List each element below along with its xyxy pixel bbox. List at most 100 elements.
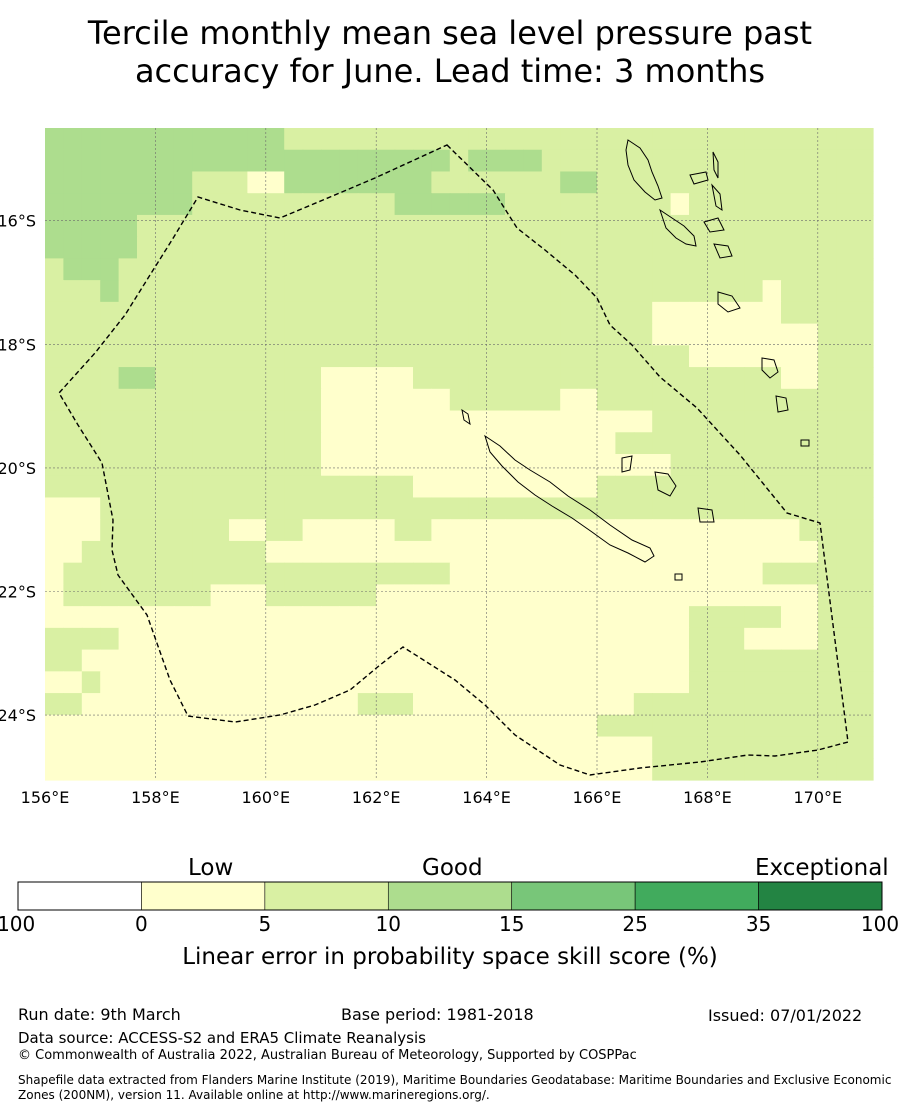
grid-cell	[541, 540, 561, 564]
grid-cell	[45, 475, 64, 499]
grid-cell	[413, 301, 432, 325]
grid-cell	[762, 540, 782, 564]
grid-cell	[45, 627, 64, 651]
grid-cell	[817, 540, 837, 564]
grid-cell	[302, 410, 322, 433]
grid-cell	[615, 736, 635, 759]
grid-cell	[689, 367, 708, 390]
grid-cell	[357, 193, 377, 216]
grid-cell	[45, 236, 64, 259]
grid-cell	[137, 410, 156, 433]
grid-cell	[836, 540, 856, 564]
grid-cell	[523, 671, 543, 694]
grid-cell	[578, 301, 598, 325]
grid-cell	[597, 258, 616, 281]
grid-cell	[302, 714, 322, 738]
grid-cell	[597, 388, 616, 412]
grid-cell	[836, 149, 856, 173]
grid-cell	[799, 714, 819, 738]
grid-cell	[560, 649, 580, 672]
grid-cell	[394, 671, 414, 694]
grid-cell	[541, 627, 561, 651]
grid-cell	[118, 388, 138, 412]
grid-cell	[155, 214, 175, 238]
grid-cell	[762, 301, 782, 325]
grid-cell	[633, 540, 653, 564]
colorbar-segment	[758, 881, 883, 911]
grid-cell	[357, 345, 377, 368]
island-outline	[484, 434, 655, 563]
grid-cell	[449, 149, 469, 173]
grid-cell	[854, 410, 874, 433]
grid-cell	[45, 214, 64, 238]
grid-cell	[744, 345, 764, 368]
grid-cell	[799, 562, 819, 585]
grid-cell	[210, 714, 230, 738]
grid-cell	[781, 128, 800, 151]
grid-cell	[247, 236, 267, 259]
grid-cell	[541, 323, 561, 346]
grid-cell	[413, 388, 432, 412]
grid-cell	[302, 323, 322, 346]
grid-cell	[689, 714, 708, 738]
grid-cell	[762, 627, 782, 651]
grid-cell	[670, 475, 690, 499]
grid-cell	[541, 171, 561, 194]
grid-cell	[339, 236, 359, 259]
grid-cell	[210, 519, 230, 542]
grid-cell	[615, 671, 635, 694]
lon-tick-label: 168°E	[683, 788, 732, 807]
grid-cell	[302, 497, 322, 520]
grid-cell	[229, 714, 248, 738]
grid-cell	[321, 497, 340, 520]
grid-cell	[357, 236, 377, 259]
grid-cell	[817, 280, 837, 303]
grid-cell	[560, 367, 580, 390]
grid-cell	[505, 280, 524, 303]
grid-cell	[670, 454, 690, 477]
grid-cell	[376, 345, 396, 368]
grid-cell	[229, 627, 248, 651]
grid-cell	[744, 758, 764, 781]
grid-cell	[523, 649, 543, 672]
grid-cell	[762, 562, 782, 585]
grid-cell	[781, 345, 800, 368]
grid-cell	[505, 562, 524, 585]
grid-cell	[449, 497, 469, 520]
grid-cell	[744, 649, 764, 672]
grid-cell	[781, 693, 800, 716]
grid-cell	[431, 758, 451, 781]
grid-cell	[118, 149, 138, 173]
grid-cell	[615, 258, 635, 281]
grid-cell	[449, 323, 469, 346]
grid-cell	[468, 171, 488, 194]
grid-cell	[781, 280, 800, 303]
island-outline	[461, 408, 471, 426]
grid-cell	[652, 193, 672, 216]
grid-cell	[449, 454, 469, 477]
grid-cell	[192, 388, 212, 412]
grid-cell	[762, 693, 782, 716]
grid-cell	[762, 128, 782, 151]
grid-cell	[799, 454, 819, 477]
grid-cell	[744, 606, 764, 629]
grid-cell	[63, 649, 83, 672]
grid-cell	[799, 519, 819, 542]
grid-cell	[633, 736, 653, 759]
grid-cell	[725, 693, 745, 716]
grid-cell	[431, 519, 451, 542]
grid-cell	[173, 627, 193, 651]
grid-cell	[63, 410, 83, 433]
grid-cell	[725, 149, 745, 173]
grid-cell	[284, 606, 304, 629]
colorbar-segment	[634, 881, 759, 911]
grid-cell	[100, 693, 120, 716]
grid-cell	[247, 367, 267, 390]
grid-cell	[321, 758, 340, 781]
grid-cell	[781, 736, 800, 759]
grid-cell	[100, 497, 120, 520]
grid-cell	[81, 236, 101, 259]
grid-cell	[81, 432, 101, 455]
grid-cell	[45, 540, 64, 564]
